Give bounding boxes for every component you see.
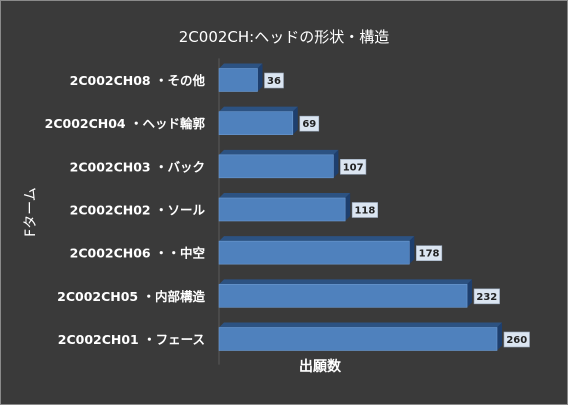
category-label: 2C002CH03 ・バック [70,159,205,174]
category-label: 2C002CH02 ・ソール [70,203,206,218]
data-label-box [503,331,530,348]
bar-top-face [219,193,351,198]
bar-top-face [219,149,339,155]
data-label-box [473,288,500,305]
category-label: 2C002CH04 ・ヘッド輪郭 [45,116,206,131]
bar-top-face [219,322,502,328]
bar-top-face [219,236,415,242]
data-label: 260 [506,335,527,346]
data-label-box [416,245,443,261]
data-label-box [264,72,284,89]
bar [218,327,498,351]
data-label: 69 [302,119,316,130]
bar-side-face [409,236,415,265]
category-label: 2C002CH08 ・その他 [70,73,206,88]
data-label: 36 [267,76,281,87]
bar [218,111,294,135]
category-label: 2C002CH01 ・フェース [58,332,205,347]
bar [218,154,334,179]
bar [218,197,346,222]
bar-side-face [292,106,298,135]
bar-side-face [497,322,502,351]
bar-side-face [345,193,351,221]
bar-top-face [219,63,263,69]
bar [218,240,410,265]
category-label: 2C002CH06 ・・中空 [70,246,205,261]
category-label: 2C002CH05 ・内部構造 [57,289,205,304]
bar-top-face [219,106,298,112]
data-label: 118 [354,206,375,217]
bar [218,284,468,308]
bar-side-face [467,279,473,308]
bar-side-face [333,149,339,178]
x-axis-title: 出願数 [299,359,341,375]
bar-side-face [257,63,263,92]
data-label: 178 [419,249,440,260]
data-label: 107 [343,162,364,173]
data-label-box [351,202,378,218]
chart-title: 2C002CH:ヘッドの形状・構造 [178,28,390,46]
data-label-box [340,159,367,175]
data-label: 232 [476,292,497,303]
bar [218,68,258,92]
data-label-box [299,115,320,132]
bar-top-face [219,279,473,285]
